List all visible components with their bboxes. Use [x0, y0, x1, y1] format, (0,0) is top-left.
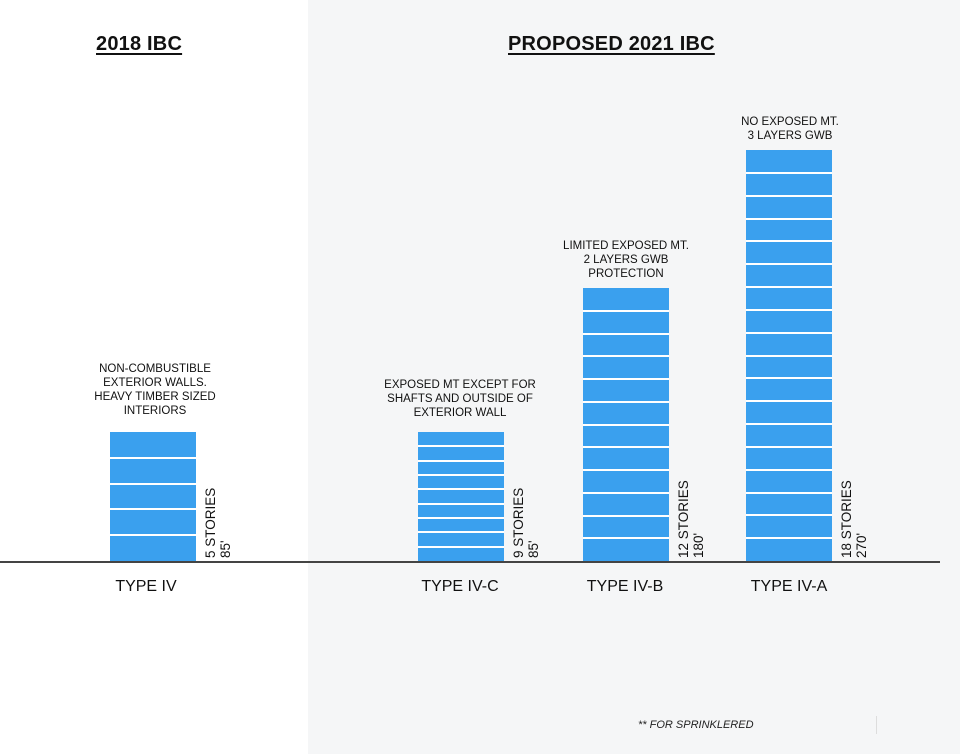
floor-divider — [746, 195, 832, 197]
floor-divider — [746, 469, 832, 471]
floor-divider — [418, 460, 504, 462]
floor-divider — [746, 446, 832, 448]
floor-divider — [583, 515, 669, 517]
building-type-label: TYPE IV-A — [750, 578, 828, 595]
building-type-label: TYPE IV-B — [586, 578, 664, 595]
floor-divider — [746, 423, 832, 425]
floor-divider — [746, 355, 832, 357]
floor-divider — [418, 503, 504, 505]
building-height-label: 12 STORIES 180' — [676, 480, 706, 558]
floor-divider — [583, 537, 669, 539]
floor-divider — [110, 534, 196, 536]
building-bar — [583, 288, 669, 561]
stories-label: 12 STORIES — [676, 480, 691, 558]
heading-proposed-2021-ibc: PROPOSED 2021 IBC — [508, 33, 715, 55]
floor-divider — [418, 445, 504, 447]
floor-divider — [418, 531, 504, 533]
stories-label: 5 STORIES — [203, 487, 218, 558]
building-note: EXPOSED MT EXCEPT FOR SHAFTS AND OUTSIDE… — [384, 379, 536, 419]
floor-divider — [583, 378, 669, 380]
floor-divider — [583, 424, 669, 426]
feet-label: 85' — [526, 540, 541, 558]
floor-divider — [746, 492, 832, 494]
floor-divider — [110, 508, 196, 510]
floor-divider — [110, 483, 196, 485]
floor-divider — [746, 218, 832, 220]
floor-divider — [418, 546, 504, 548]
floor-divider — [583, 355, 669, 357]
floor-divider — [583, 310, 669, 312]
floor-divider — [583, 446, 669, 448]
building-note: NO EXPOSED MT. 3 LAYERS GWB — [741, 116, 839, 142]
floor-divider — [746, 332, 832, 334]
building-height-label: 5 STORIES 85' — [203, 488, 233, 558]
building-bar — [746, 150, 832, 561]
stories-label: 18 STORIES — [839, 480, 854, 558]
building-type-label: TYPE IV — [115, 578, 177, 595]
floor-divider — [583, 469, 669, 471]
ground-line — [0, 561, 940, 563]
stories-label: 9 STORIES — [511, 487, 526, 558]
floor-divider — [746, 286, 832, 288]
floor-divider — [583, 401, 669, 403]
building-height-label: 9 STORIES 85' — [511, 488, 541, 558]
feet-label: 180' — [691, 532, 706, 558]
floor-divider — [746, 240, 832, 242]
building-bar — [418, 432, 504, 561]
floor-divider — [746, 514, 832, 516]
floor-divider — [746, 537, 832, 539]
heading-2018-ibc: 2018 IBC — [96, 33, 183, 55]
building-note: LIMITED EXPOSED MT. 2 LAYERS GWB PROTECT… — [563, 240, 689, 280]
building-height-label: 18 STORIES 270' — [839, 480, 869, 558]
floor-divider — [418, 517, 504, 519]
building-type-label: TYPE IV-C — [421, 578, 499, 595]
floor-divider — [746, 377, 832, 379]
floor-divider — [418, 474, 504, 476]
floor-divider — [746, 400, 832, 402]
floor-divider — [746, 172, 832, 174]
floor-divider — [583, 333, 669, 335]
floor-divider — [110, 457, 196, 459]
floor-divider — [583, 492, 669, 494]
floor-divider — [418, 488, 504, 490]
feet-label: 85' — [218, 540, 233, 558]
feet-label: 270' — [854, 532, 869, 558]
floor-divider — [746, 309, 832, 311]
sprinklered-footnote: ** FOR SPRINKLERED — [638, 716, 877, 734]
building-bar — [110, 432, 196, 561]
floor-divider — [746, 263, 832, 265]
building-note: NON-COMBUSTIBLE EXTERIOR WALLS. HEAVY TI… — [94, 363, 216, 417]
